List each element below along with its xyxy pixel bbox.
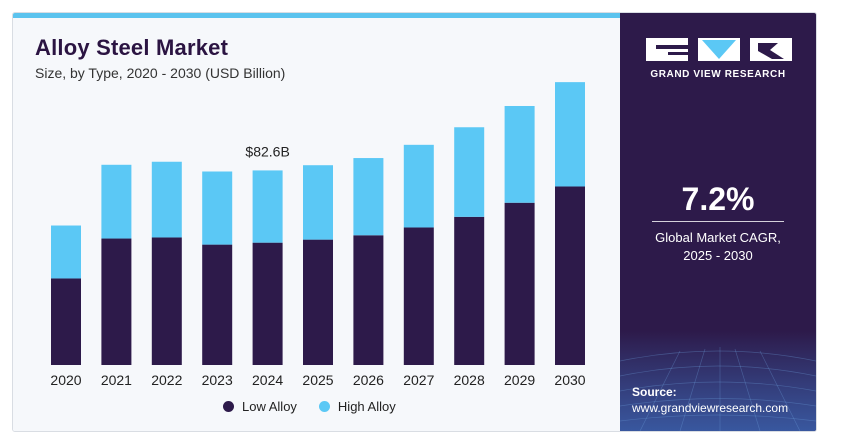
bar-low-alloy-2026 xyxy=(353,235,384,365)
stacked-bar-chart: 2020 2021 2022 2023 2024 $82.6B 2025 2026 2027 20… xyxy=(50,82,586,388)
legend-swatch-low-alloy xyxy=(223,401,234,412)
bar-high-alloy-2027 xyxy=(403,144,434,228)
legend-item-high-alloy: High Alloy xyxy=(318,399,396,414)
chart-panel: Alloy Steel Market Size, by Type, 2020 -… xyxy=(13,13,620,431)
bar-high-alloy-2028 xyxy=(454,127,485,217)
bar-low-alloy-2020 xyxy=(51,278,81,365)
bar-high-alloy-2021 xyxy=(101,164,132,239)
source-label: Source: xyxy=(632,385,677,399)
chart-legend: Low Alloy High Alloy xyxy=(223,399,396,414)
bar-low-alloy-2029 xyxy=(504,202,535,365)
bar-high-alloy-2026 xyxy=(353,158,384,236)
legend-label-low-alloy: Low Alloy xyxy=(242,399,297,414)
decorative-mesh-graphic xyxy=(620,331,816,431)
x-tick-label-2028: 2028 xyxy=(454,372,485,388)
bar-low-alloy-2024 xyxy=(252,242,283,365)
bar-low-alloy-2030 xyxy=(555,186,585,365)
x-tick-label-2029: 2029 xyxy=(504,372,535,388)
bar-high-alloy-2025 xyxy=(303,165,333,240)
cagr-caption-line1: Global Market CAGR, xyxy=(655,230,781,245)
bar-low-alloy-2027 xyxy=(403,227,434,365)
bar-low-alloy-2025 xyxy=(303,239,333,365)
chart-subtitle: Size, by Type, 2020 - 2030 (USD Billion) xyxy=(35,65,286,81)
bar-low-alloy-2023 xyxy=(202,244,233,365)
bar-high-alloy-2020 xyxy=(51,225,81,279)
cagr-value: 7.2% xyxy=(681,181,755,217)
top-accent-bar xyxy=(13,13,620,18)
bar-low-alloy-2028 xyxy=(454,216,485,365)
x-tick-label-2020: 2020 xyxy=(50,372,81,388)
legend-label-high-alloy: High Alloy xyxy=(337,399,396,414)
data-label-2024: $82.6B xyxy=(245,143,289,159)
x-tick-label-2023: 2023 xyxy=(202,372,233,388)
legend-swatch-high-alloy xyxy=(318,401,330,412)
chart-title: Alloy Steel Market xyxy=(35,35,229,60)
x-tick-label-2024: 2024 xyxy=(252,372,283,388)
infographic-card: Alloy Steel Market Size, by Type, 2020 -… xyxy=(12,12,817,432)
x-tick-label-2027: 2027 xyxy=(403,372,434,388)
bar-high-alloy-2029 xyxy=(504,105,535,203)
side-panel: GRAND VIEW RESEARCH 7.2% Global Market C… xyxy=(620,13,816,431)
source-link[interactable]: www.grandviewresearch.com xyxy=(632,401,789,415)
cagr-caption: Global Market CAGR, 2025 - 2030 xyxy=(620,229,816,265)
x-tick-label-2030: 2030 xyxy=(554,372,585,388)
bar-low-alloy-2022 xyxy=(151,237,182,365)
brand-name: GRAND VIEW RESEARCH xyxy=(650,69,786,80)
cagr-divider xyxy=(652,221,784,222)
x-tick-label-2022: 2022 xyxy=(151,372,182,388)
bar-high-alloy-2024 xyxy=(252,170,283,243)
x-tick-label-2026: 2026 xyxy=(353,372,384,388)
x-tick-label-2021: 2021 xyxy=(101,372,132,388)
bar-high-alloy-2030 xyxy=(555,82,585,187)
gvr-logo-icon xyxy=(646,38,792,61)
x-tick-label-2025: 2025 xyxy=(302,372,333,388)
bar-low-alloy-2021 xyxy=(101,238,132,365)
cagr-caption-line2: 2025 - 2030 xyxy=(683,248,753,263)
legend-item-low-alloy: Low Alloy xyxy=(223,399,297,414)
bar-high-alloy-2023 xyxy=(202,171,233,245)
bar-high-alloy-2022 xyxy=(151,161,182,238)
